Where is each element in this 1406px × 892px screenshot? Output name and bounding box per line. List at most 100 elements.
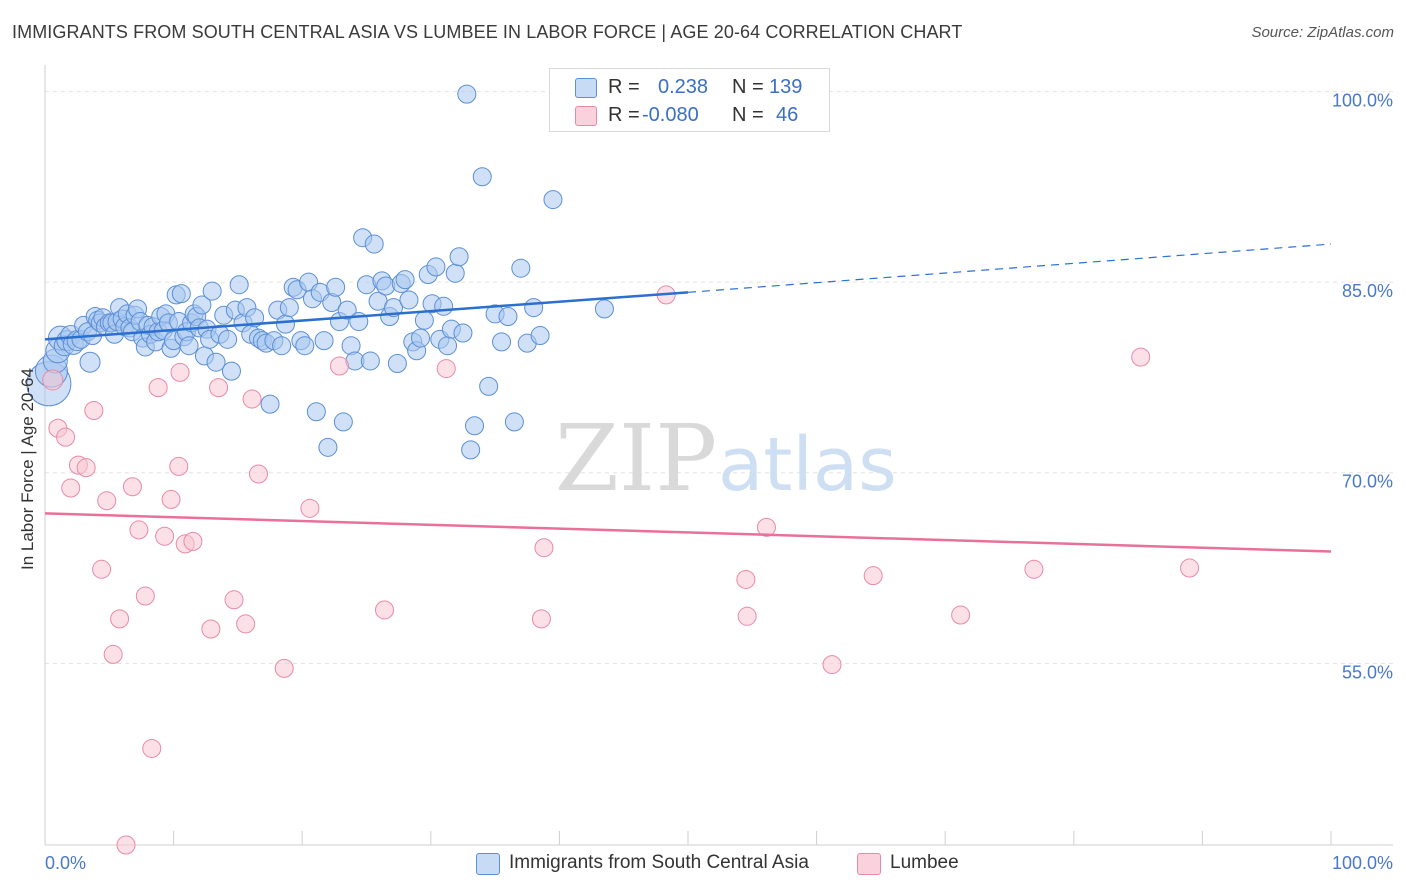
data-point-lumbee bbox=[148, 378, 168, 398]
data-point-immigrants bbox=[275, 314, 295, 334]
gridlines bbox=[45, 91, 1393, 664]
data-point-immigrants bbox=[360, 351, 380, 371]
legend-swatch-immigrants bbox=[575, 78, 597, 98]
y-tick-label: 55.0% bbox=[1342, 662, 1393, 682]
legend-r-label: R = bbox=[608, 76, 640, 98]
data-point-immigrants bbox=[498, 306, 518, 326]
data-point-lumbee bbox=[92, 559, 112, 579]
data-point-immigrants bbox=[218, 329, 238, 349]
x-tick-label: 0.0% bbox=[45, 853, 86, 873]
data-point-immigrants bbox=[314, 331, 334, 351]
data-point-immigrants bbox=[202, 281, 222, 301]
data-point-immigrants bbox=[333, 412, 353, 432]
data-point-lumbee bbox=[122, 477, 142, 497]
data-point-lumbee bbox=[103, 644, 123, 664]
source-label: Source: ZipAtlas.com bbox=[1251, 24, 1394, 41]
data-point-lumbee bbox=[201, 619, 221, 639]
axes bbox=[44, 65, 1393, 846]
data-point-immigrants bbox=[411, 328, 431, 348]
data-point-lumbee bbox=[822, 655, 842, 675]
legend-n-label: N = bbox=[732, 76, 764, 98]
data-point-lumbee bbox=[155, 526, 175, 546]
data-point-lumbee bbox=[183, 531, 203, 551]
data-point-lumbee bbox=[534, 538, 554, 558]
data-point-lumbee bbox=[135, 586, 155, 606]
data-point-immigrants bbox=[295, 336, 315, 356]
data-point-immigrants bbox=[384, 298, 404, 318]
data-point-lumbee bbox=[169, 456, 189, 476]
data-point-lumbee bbox=[116, 835, 136, 855]
data-point-immigrants bbox=[326, 277, 346, 297]
data-point-lumbee bbox=[863, 566, 883, 586]
x-tick-label: 100.0% bbox=[1332, 853, 1393, 873]
data-point-immigrants bbox=[445, 263, 465, 283]
data-point-immigrants bbox=[399, 290, 419, 310]
data-point-immigrants bbox=[171, 284, 191, 304]
legend-swatch-immigrants bbox=[476, 853, 500, 875]
legend-label-lumbee: Lumbee bbox=[890, 852, 959, 873]
data-point-immigrants bbox=[492, 332, 512, 352]
data-point-immigrants bbox=[79, 351, 101, 373]
data-point-immigrants bbox=[479, 376, 499, 396]
data-point-lumbee bbox=[76, 458, 96, 478]
legend-n-value: 139 bbox=[769, 76, 803, 98]
data-point-lumbee bbox=[736, 569, 756, 589]
data-point-immigrants bbox=[279, 298, 299, 318]
data-point-immigrants bbox=[594, 299, 614, 319]
data-point-lumbee bbox=[248, 464, 268, 484]
trendline-lumbee bbox=[44, 512, 1332, 553]
legend-swatch-lumbee bbox=[575, 106, 597, 126]
data-point-immigrants bbox=[260, 394, 280, 414]
series-lumbee-points bbox=[42, 285, 1200, 855]
data-point-immigrants bbox=[426, 257, 446, 277]
data-point-immigrants bbox=[530, 326, 550, 346]
watermark-zip: ZIP bbox=[555, 405, 717, 512]
data-point-lumbee bbox=[531, 609, 551, 629]
data-point-immigrants bbox=[179, 336, 199, 356]
data-point-lumbee bbox=[274, 658, 294, 678]
legend-row-immigrants: R = 0.238 N = 139 bbox=[550, 73, 829, 101]
data-point-immigrants bbox=[449, 247, 469, 267]
data-point-lumbee bbox=[1131, 347, 1151, 367]
data-point-immigrants bbox=[461, 440, 481, 460]
data-point-lumbee bbox=[170, 362, 190, 382]
legend-r-value: 0.238 bbox=[658, 76, 709, 98]
trendline-immigrants bbox=[44, 291, 689, 341]
correlation-legend: R = 0.238 N = 139 R = -0.080 N = 46 bbox=[549, 68, 830, 132]
data-point-immigrants bbox=[387, 353, 407, 373]
data-point-immigrants bbox=[453, 323, 473, 343]
data-point-lumbee bbox=[436, 359, 456, 379]
data-point-lumbee bbox=[129, 520, 149, 540]
data-point-immigrants bbox=[457, 84, 477, 104]
data-point-lumbee bbox=[1180, 558, 1200, 578]
data-point-immigrants bbox=[229, 275, 249, 295]
data-point-immigrants bbox=[504, 412, 524, 432]
legend-n-value: 46 bbox=[776, 104, 799, 126]
data-point-lumbee bbox=[61, 478, 81, 498]
data-point-immigrants bbox=[414, 310, 434, 330]
data-point-lumbee bbox=[209, 378, 229, 398]
legend-label-immigrants: Immigrants from South Central Asia bbox=[509, 852, 809, 873]
data-point-lumbee bbox=[737, 606, 757, 626]
legend-n-label: N = bbox=[732, 104, 764, 126]
y-tick-label: 100.0% bbox=[1332, 91, 1393, 111]
data-point-immigrants bbox=[337, 300, 357, 320]
y-axis-label: In Labor Force | Age 20-64 bbox=[18, 368, 37, 570]
data-point-lumbee bbox=[110, 609, 130, 629]
data-point-immigrants bbox=[465, 416, 485, 436]
data-point-lumbee bbox=[756, 517, 776, 537]
data-point-lumbee bbox=[84, 400, 104, 420]
data-point-lumbee bbox=[56, 427, 76, 447]
data-point-lumbee bbox=[1024, 559, 1044, 579]
data-point-immigrants bbox=[524, 298, 544, 318]
data-point-immigrants bbox=[272, 336, 292, 356]
series-immigrants-points bbox=[26, 84, 614, 460]
data-point-lumbee bbox=[97, 491, 117, 511]
data-point-lumbee bbox=[224, 590, 244, 610]
data-point-lumbee bbox=[161, 489, 181, 509]
data-point-immigrants bbox=[438, 336, 458, 356]
data-point-immigrants bbox=[434, 296, 454, 316]
data-point-lumbee bbox=[142, 738, 162, 758]
data-point-lumbee bbox=[300, 498, 320, 518]
legend-r-value: -0.080 bbox=[642, 104, 699, 126]
